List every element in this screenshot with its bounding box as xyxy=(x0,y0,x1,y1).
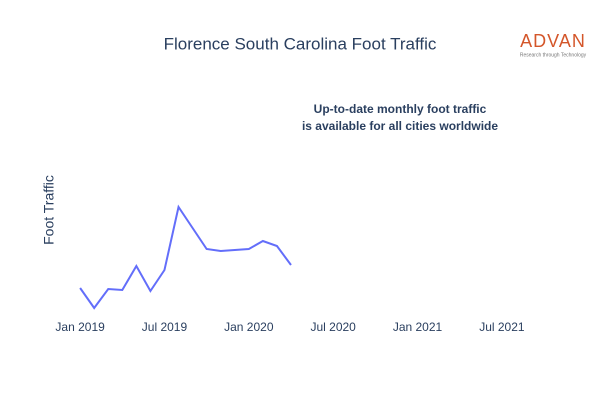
x-tick-label: Jul 2019 xyxy=(142,320,188,334)
annotation: is available for all cities worldwide xyxy=(302,119,498,133)
x-tick-label: Jan 2021 xyxy=(393,320,443,334)
chart-title: Florence South Carolina Foot Traffic xyxy=(164,34,437,53)
x-tick-label: Jul 2020 xyxy=(310,320,356,334)
annotation: Up-to-date monthly foot traffic xyxy=(314,102,487,116)
y-axis-label: Foot Traffic xyxy=(41,175,57,245)
line xyxy=(79,204,292,310)
logo-tagline: Research through Technology xyxy=(520,52,587,58)
x-tick-label: Jan 2019 xyxy=(55,320,105,334)
x-tick-label: Jan 2020 xyxy=(224,320,274,334)
logo: ADVAN xyxy=(520,31,586,51)
x-tick-label: Jul 2021 xyxy=(479,320,525,334)
